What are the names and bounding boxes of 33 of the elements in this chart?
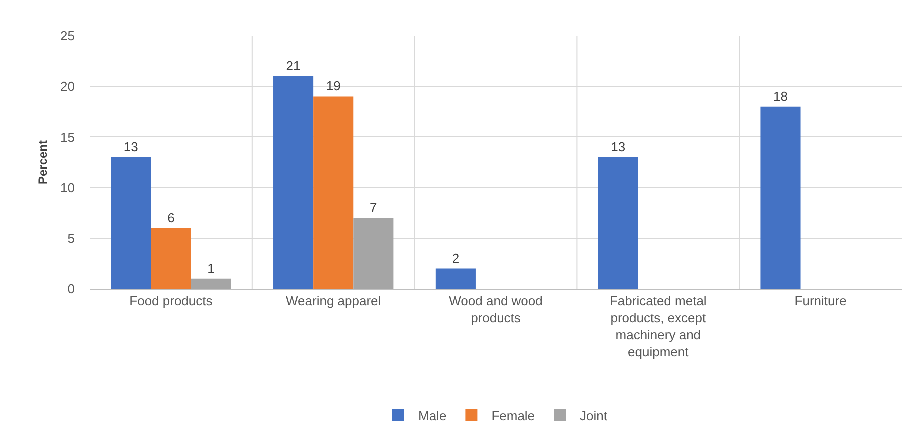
y-tick-label: 25 [60,28,75,44]
y-tick-label: 5 [68,230,75,246]
legend-label: Joint [580,408,608,424]
data-label: 7 [370,200,378,216]
bar [760,106,801,289]
y-axis-title: Percent [36,140,50,185]
bar [436,268,476,289]
x-tick-label: Food products [130,294,214,309]
bar [274,76,314,289]
bar [354,218,394,289]
x-tick-label: Wearing apparel [286,294,382,309]
data-label: 1 [208,260,215,276]
data-label: 13 [611,139,626,154]
bar [314,96,354,289]
legend-label: Male [418,408,447,424]
data-label: 21 [286,58,301,74]
y-tick-label: 20 [60,79,75,94]
data-label: 6 [168,210,175,226]
data-label: 18 [774,88,788,104]
bar [191,278,232,289]
legend-label: Female [492,408,536,424]
y-tick-label: 0 [68,282,75,297]
bar [111,157,152,289]
bar [598,157,638,289]
x-tick-label: Wood and wood products [449,294,543,326]
y-tick-label: 10 [60,180,75,196]
x-tick-label: Fabricated metal products, except machinery and equipment [610,294,707,360]
x-tick-label: Furniture [794,294,847,309]
data-label: 2 [452,250,460,266]
y-tick-label: 15 [60,130,75,145]
data-label: 19 [326,78,341,94]
data-label: 13 [124,139,138,154]
bar [151,228,192,289]
